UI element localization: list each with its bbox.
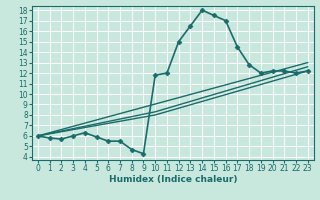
X-axis label: Humidex (Indice chaleur): Humidex (Indice chaleur): [108, 175, 237, 184]
